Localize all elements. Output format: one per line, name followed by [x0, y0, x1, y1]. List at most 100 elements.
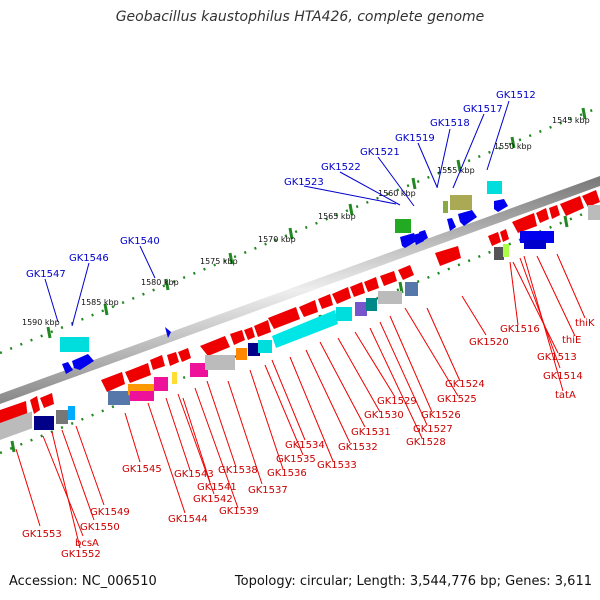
gene-block: [0, 411, 32, 440]
gene-arrow: [560, 196, 584, 216]
gene-label: thiE: [562, 335, 581, 346]
gene-label: GK1517: [463, 104, 503, 115]
ruler-label: 1560 kbp: [378, 189, 416, 198]
gene-label: GK1512: [496, 90, 536, 101]
gene-label: GK1545: [122, 464, 162, 475]
gene-arrow: [380, 271, 397, 286]
gene-arrow: [178, 348, 191, 362]
gene-block: [130, 391, 154, 401]
gene-block: [524, 240, 546, 249]
gene-arrow: [549, 205, 560, 219]
gene-block: [60, 337, 89, 352]
top-gene-labels: GK1512 GK1517 GK1518 GK1519 GK1521 GK152…: [26, 90, 536, 280]
gene-block: [588, 205, 600, 220]
gene-arrow: [332, 287, 351, 304]
gene-arrow: [582, 190, 600, 207]
gene-label: GK1532: [338, 442, 378, 453]
gene-block: [68, 406, 75, 420]
gene-label: GK1522: [321, 162, 361, 173]
forward-genes: [60, 181, 508, 374]
gene-block: [272, 310, 338, 348]
top-leader-lines: [44, 100, 510, 327]
gene-label: GK1528: [406, 437, 446, 448]
gene-arrow: [150, 355, 165, 370]
gene-label: GK1533: [317, 460, 357, 471]
gene-label: GK1553: [22, 529, 62, 540]
gene-block: [172, 372, 177, 384]
gene-label: GK1550: [80, 522, 120, 533]
gene-label: GK1544: [168, 514, 208, 525]
gene-arrow: [101, 372, 125, 392]
gene-arrow: [494, 199, 508, 212]
gene-label: GK1547: [26, 269, 66, 280]
gene-arrow: [125, 363, 151, 383]
gene-label: GK1546: [69, 253, 109, 264]
gene-label: GK1525: [437, 394, 477, 405]
page-title: Geobacillus kaustophilus HTA426, complet…: [115, 9, 485, 25]
gene-arrow: [72, 354, 94, 370]
gene-block: [128, 384, 154, 395]
ruler-label: 1590 kbp: [22, 318, 60, 327]
gene-block: [190, 363, 208, 377]
gene-label: GK1538: [218, 465, 258, 476]
topology-text: Topology: circular; Length: 3,544,776 bp…: [234, 574, 592, 589]
gene-label: GK1543: [174, 469, 214, 480]
gene-label: GK1529: [377, 396, 417, 407]
ruler-labels: 1545 kbp 1550 kbp 1555 kbp 1560 kbp 1565…: [22, 116, 590, 327]
ruler-major-ticks: [10, 107, 587, 453]
gene-block: [56, 410, 68, 424]
gene-label: GK1513: [537, 352, 577, 363]
ruler-track-upper: [0, 105, 600, 355]
gene-arrow: [364, 277, 379, 292]
gene-label: GK1527: [413, 424, 453, 435]
gene-block: [248, 343, 260, 356]
gene-block: [108, 391, 130, 405]
gene-label: GK1541: [197, 482, 237, 493]
gene-arrow: [419, 230, 428, 242]
gene-label: bcsA: [75, 538, 99, 549]
gene-label: GK1526: [421, 410, 461, 421]
gene-label: GK1523: [284, 177, 324, 188]
gene-label: GK1534: [285, 440, 325, 451]
gene-label: GK1520: [469, 337, 509, 348]
gene-block: [450, 195, 472, 210]
gene-arrow: [254, 320, 271, 337]
gene-arrow: [200, 336, 230, 356]
gene-label: tatA: [555, 390, 576, 401]
gene-block: [34, 416, 54, 430]
gene-block: [378, 291, 402, 304]
gene-arrow: [458, 210, 477, 226]
gene-label: GK1518: [430, 118, 470, 129]
gene-label: GK1542: [193, 494, 233, 505]
gene-label: GK1516: [500, 324, 540, 335]
bottom-gene-labels: GK1553 bcsA GK1552 GK1550 GK1549 GK1545 …: [22, 318, 595, 560]
gene-block: [503, 244, 509, 257]
gene-block: [355, 302, 367, 316]
gene-label: GK1552: [61, 549, 101, 560]
reverse-genes: [0, 190, 600, 440]
gene-block: [494, 247, 504, 260]
gene-label: GK1536: [267, 468, 307, 479]
gene-block: [487, 181, 502, 194]
bottom-leader-lines: [15, 253, 586, 549]
gene-label: GK1539: [219, 506, 259, 517]
gene-arrow: [268, 307, 300, 329]
gene-block: [443, 201, 448, 213]
gene-block: [405, 282, 418, 296]
gene-label: thiK: [575, 318, 595, 329]
gene-arrow: [447, 218, 456, 231]
gene-label: GK1524: [445, 379, 485, 390]
gene-arrow: [62, 362, 73, 374]
gene-label: GK1519: [395, 133, 435, 144]
gene-block: [366, 298, 377, 311]
ruler-label: 1550 kbp: [494, 142, 532, 151]
gene-label: GK1537: [248, 485, 288, 496]
gene-arrow: [230, 330, 245, 345]
ruler-label: 1580 kbp: [141, 278, 179, 287]
accession-text: Accession: NC_006510: [9, 574, 157, 589]
gene-arrow: [318, 294, 333, 309]
gene-label: GK1521: [360, 147, 400, 158]
gene-block: [154, 377, 168, 391]
gene-label: GK1549: [90, 507, 130, 518]
